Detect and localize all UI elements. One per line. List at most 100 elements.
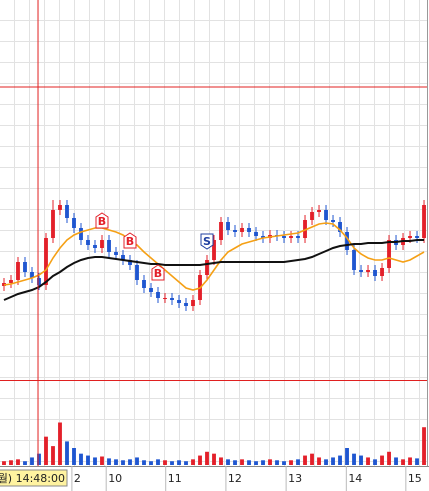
candle-body [58, 205, 62, 210]
candle-body [72, 218, 76, 228]
volume-bar [373, 459, 377, 465]
candle-body [366, 270, 370, 272]
candle-body [261, 236, 265, 238]
volume-bar [100, 456, 104, 465]
x-tick-label: 2 [74, 472, 81, 485]
volume-bar [359, 455, 363, 465]
candle-body [86, 240, 90, 245]
candle-body [184, 303, 188, 306]
signal-shape [95, 212, 109, 229]
x-tick-label: 10 [108, 472, 122, 485]
candle-body [289, 236, 293, 238]
volume-bar [219, 457, 223, 465]
candle-body [310, 212, 314, 220]
candle-body [163, 298, 167, 299]
volume-bar [282, 461, 286, 465]
signal-label: B [98, 215, 106, 228]
volume-bar [79, 453, 83, 465]
volume-bar [30, 457, 34, 465]
candle-body [240, 228, 244, 232]
candle-body [352, 250, 356, 270]
volume-bar [149, 461, 153, 465]
volume-bar [16, 459, 20, 465]
crosshair-label: 월) 14:48:00 [0, 472, 65, 485]
candle-body [282, 236, 286, 238]
volume-bar [324, 459, 328, 465]
volume-bar [58, 422, 62, 465]
signal-marker: B [151, 264, 165, 281]
candle-body [296, 236, 300, 238]
volume-bar [72, 448, 76, 465]
volume-bar [331, 457, 335, 465]
volume-bar [205, 451, 209, 465]
volume-bar [317, 457, 321, 465]
candle-body [79, 228, 83, 240]
volume-bar [240, 459, 244, 465]
volume-bar [156, 459, 160, 465]
volume-bar [387, 451, 391, 465]
candle-body [9, 280, 13, 283]
x-tick-label: 14 [348, 472, 362, 485]
signal-marker: S [200, 233, 214, 250]
candle-body [135, 265, 139, 280]
candle-body [93, 245, 97, 248]
signal-marker: B [123, 232, 137, 249]
volume-bar [366, 457, 370, 465]
volume-bar [415, 458, 419, 465]
candle-body [177, 300, 181, 303]
candle-body [387, 240, 391, 268]
volume-bar [401, 459, 405, 465]
volume-bar [380, 455, 384, 465]
volume-bar [338, 455, 342, 465]
volume-bar [247, 460, 251, 465]
candle-body [233, 230, 237, 232]
signal-label: S [203, 235, 211, 248]
volume-bar [345, 448, 349, 465]
candle-body [303, 220, 307, 238]
moving-average-line [3, 239, 425, 301]
candle-body [30, 272, 34, 278]
volume-bar [93, 457, 97, 465]
volume-bar [135, 457, 139, 465]
volume-bar [275, 460, 279, 465]
volume-bar [86, 455, 90, 465]
candle-body [51, 210, 55, 238]
candle-body [23, 262, 27, 272]
volume-bar [51, 446, 55, 465]
signal-label: B [126, 235, 134, 248]
candle-body [128, 260, 132, 265]
volume-bar [2, 461, 6, 465]
volume-bar [296, 459, 300, 465]
moving-average-line [3, 222, 425, 291]
candle-body [191, 300, 195, 306]
volume-bar [226, 459, 230, 465]
volume-bar [23, 461, 27, 465]
signal-marker: B [95, 212, 109, 229]
volume-bar [394, 457, 398, 465]
volume-bar [170, 461, 174, 465]
volume-bar [9, 460, 13, 465]
candle-body [226, 222, 230, 230]
candle-body [65, 205, 69, 218]
volume-bar [261, 460, 265, 465]
candle-body [142, 280, 146, 288]
volume-bar [37, 453, 41, 465]
volume-bar [163, 460, 167, 465]
candle-body [16, 262, 20, 280]
volume-bar [121, 460, 125, 465]
candle-body [100, 240, 104, 248]
signal-label: B [154, 267, 162, 280]
candle-body [359, 270, 363, 272]
volume-bar [142, 460, 146, 465]
candle-body [408, 236, 412, 238]
volume-bar [310, 453, 314, 465]
volume-bar [212, 453, 216, 465]
candle-body [170, 298, 174, 300]
candle-body [422, 205, 426, 238]
candle-body [254, 232, 258, 236]
candle-body [317, 210, 321, 212]
x-tick-label: 11 [168, 472, 182, 485]
candle-body [121, 255, 125, 260]
